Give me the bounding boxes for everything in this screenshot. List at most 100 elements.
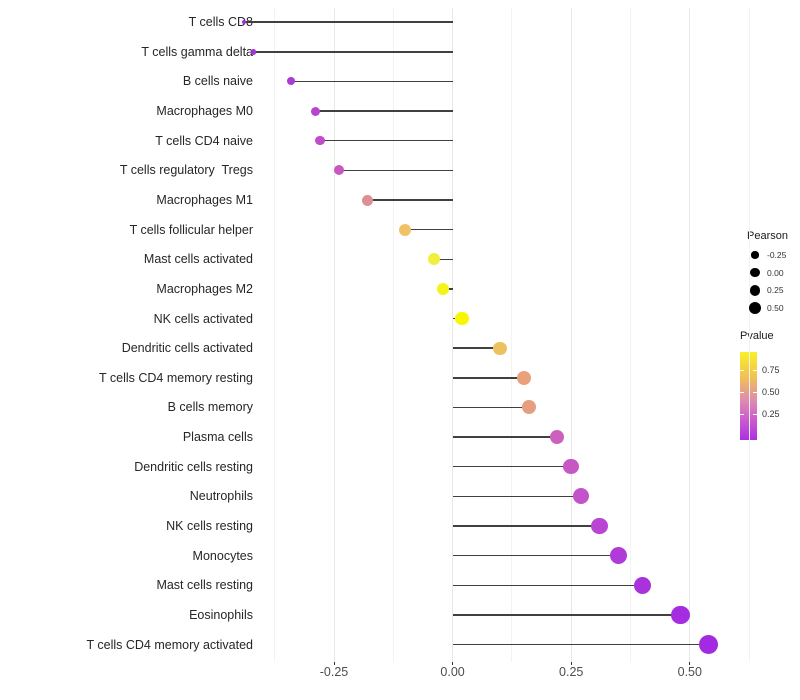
gridline-major (452, 8, 454, 662)
lollipop-stem (315, 110, 453, 112)
colorbar-label: 0.75 (762, 365, 780, 376)
gridline-major (333, 8, 335, 662)
category-label: Dendritic cells activated (121, 341, 253, 356)
pvalue-colorbar (740, 352, 757, 440)
lollipop-stem (452, 643, 709, 646)
category-label: B cells memory (167, 400, 253, 415)
lollipop-stem (452, 584, 643, 586)
category-label: T cells follicular helper (129, 222, 253, 237)
lollipop-dot (287, 77, 296, 86)
lollipop-stem (452, 554, 619, 557)
lollipop-dot (549, 429, 565, 445)
lollipop-dot (315, 135, 325, 146)
lollipop-stem (405, 228, 453, 231)
lollipop-dot (610, 547, 628, 565)
legend-size-label: 0.00 (767, 267, 784, 278)
lollipop-dot (455, 311, 469, 326)
legend-size-dot (749, 284, 761, 296)
category-label: T cells CD4 memory activated (86, 637, 254, 652)
lollipop-stem (452, 525, 600, 527)
legend-size-dot (749, 301, 761, 314)
colorbar-legend-title: Pvalue (740, 330, 774, 342)
category-label: T cells gamma delta (141, 44, 253, 59)
lollipop-stem (433, 258, 453, 261)
colorbar-tick (740, 369, 744, 371)
colorbar-tick (753, 369, 757, 371)
lollipop-dot (521, 400, 536, 415)
category-label: Mast cells activated (143, 252, 253, 267)
lollipop-stem (452, 347, 501, 349)
lollipop-stem (452, 436, 557, 438)
legend-size-dot (750, 267, 760, 278)
colorbar-tick (740, 413, 744, 415)
category-label: T cells CD4 naive (155, 133, 253, 148)
lollipop-dot (241, 20, 246, 25)
category-label: NK cells resting (166, 518, 253, 533)
colorbar-tick (753, 413, 757, 415)
category-label: T cells CD8 (188, 15, 253, 30)
lollipop-dot (591, 517, 608, 535)
gridline-minor (630, 8, 631, 662)
x-axis-tick (452, 662, 454, 665)
category-label: B cells naive (182, 74, 253, 89)
category-label: Macrophages M0 (156, 104, 253, 119)
lollipop-dot (333, 165, 344, 176)
x-axis-tick-label: 0.25 (559, 665, 584, 679)
category-label: Neutrophils (189, 489, 253, 504)
category-label: Eosinophils (189, 607, 253, 622)
legend-size-label: 0.50 (767, 302, 784, 313)
gridline-minor (748, 8, 750, 662)
lollipop-stem (452, 406, 529, 409)
size-legend-title: Pearson (747, 230, 788, 242)
lollipop-stem (243, 21, 453, 23)
lollipop-stem (367, 199, 453, 201)
lollipop-dot (633, 576, 652, 594)
colorbar-label: 0.25 (762, 409, 780, 420)
category-label: T cells regulatory Tregs (119, 163, 253, 178)
gridline-minor (274, 8, 276, 662)
legend-size-label: -0.25 (767, 250, 787, 260)
category-label: NK cells activated (153, 311, 253, 326)
colorbar-label: 0.50 (762, 387, 780, 398)
lollipop-stem (452, 614, 681, 616)
lollipop-dot (436, 282, 450, 296)
legend-size-dot (751, 251, 759, 259)
category-label: Mast cells resting (156, 578, 253, 593)
lollipop-dot (572, 488, 589, 505)
gridline-minor (392, 8, 394, 662)
lollipop-dot (427, 253, 440, 266)
colorbar-tick (753, 391, 757, 393)
gridline-major (689, 8, 691, 662)
lollipop-dot (563, 458, 579, 475)
category-label: Macrophages M1 (156, 193, 253, 207)
lollipop-stem (319, 139, 453, 142)
category-label: Macrophages M2 (156, 281, 253, 296)
x-axis-tick-label: 0.50 (677, 665, 702, 679)
x-axis-tick-label: 0.00 (440, 665, 465, 679)
lollipop-dot (493, 341, 507, 355)
category-label: Monocytes (192, 548, 253, 563)
x-axis-tick (333, 662, 335, 665)
gridline-minor (511, 8, 513, 662)
legend-size-label: 0.25 (767, 285, 784, 296)
x-axis-tick (689, 662, 691, 665)
lollipop-stem (338, 169, 453, 172)
lollipop-stem (291, 80, 453, 83)
lollipop-dot (361, 194, 373, 206)
category-label: Plasma cells (182, 430, 253, 445)
lollipop-dot (310, 106, 320, 116)
lollipop-stem (452, 377, 524, 379)
lollipop-stem (452, 465, 572, 468)
lollipop-dot (516, 370, 531, 385)
lollipop-dot (671, 605, 690, 625)
lollipop-dot (699, 635, 719, 655)
colorbar-tick (740, 391, 744, 393)
lollipop-dot (399, 223, 412, 236)
lollipop-stem (253, 51, 453, 53)
category-label: T cells CD4 memory resting (99, 370, 253, 385)
x-axis-tick-label: -0.25 (319, 665, 349, 679)
category-label: Dendritic cells resting (134, 459, 253, 474)
lollipop-stem (452, 495, 581, 498)
x-axis-tick (570, 662, 572, 665)
